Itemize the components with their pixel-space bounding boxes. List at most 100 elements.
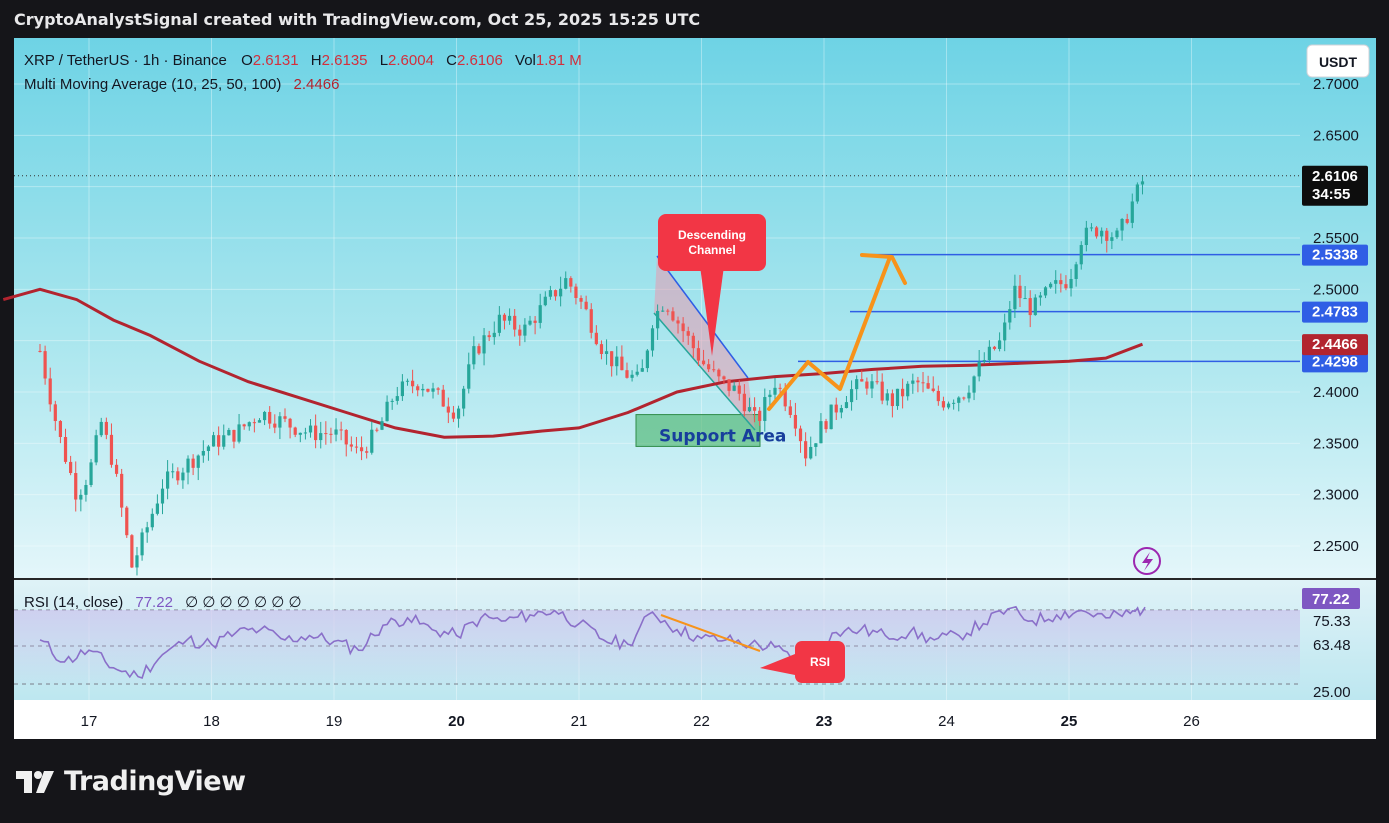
candle-body	[492, 332, 496, 338]
candle-body	[518, 329, 522, 336]
candle-body	[416, 386, 420, 391]
candle-body	[1135, 184, 1139, 202]
candle-body	[921, 382, 925, 384]
legend-low-value: 2.6004	[388, 52, 434, 69]
candle-body	[875, 381, 879, 383]
candle-body	[574, 286, 578, 298]
time-tick-label: 25	[1061, 713, 1078, 730]
candle-body	[456, 408, 461, 419]
candle-body	[548, 290, 553, 297]
projection-arrow[interactable]	[767, 255, 892, 411]
candle-body	[477, 346, 481, 354]
rsi-legend-value: 77.22	[135, 594, 173, 611]
candle-body	[926, 383, 930, 389]
candle-body	[84, 485, 88, 495]
candle-body	[880, 381, 884, 401]
time-tick-label: 20	[448, 713, 465, 730]
candle-body	[946, 403, 951, 408]
candle-body	[303, 432, 308, 434]
price-tick-label: 2.5000	[1313, 281, 1359, 298]
candle-body	[763, 397, 767, 421]
descending-channel-upper-line[interactable]	[656, 255, 749, 379]
candle-body	[390, 400, 394, 402]
candle-body	[400, 381, 404, 397]
tradingview-logo[interactable]: TradingView	[16, 766, 246, 797]
lightning-icon[interactable]	[1133, 547, 1161, 575]
candle-body	[339, 429, 343, 431]
descending-channel-callout[interactable]: Descending Channel	[658, 214, 766, 356]
candle-body	[130, 535, 134, 568]
candle-body	[895, 388, 900, 407]
support-area-zone	[635, 414, 761, 447]
candle-body	[528, 320, 532, 325]
candle-body	[997, 340, 1002, 349]
candle-body	[870, 381, 874, 389]
candle-body	[783, 388, 787, 407]
price-tick-label: 2.3500	[1313, 435, 1359, 452]
candle-body	[166, 471, 170, 489]
rsi-callout-box	[795, 641, 845, 683]
candle-body	[74, 473, 78, 500]
candle-body	[564, 278, 568, 289]
moving-average-line[interactable]	[2, 287, 1144, 439]
candle-body	[768, 394, 772, 398]
candle-body	[890, 393, 894, 407]
candle-body	[114, 464, 119, 474]
candle-body	[94, 435, 98, 463]
candle-body	[1074, 264, 1078, 279]
candle-body	[171, 471, 175, 473]
tradingview-logo-icon	[16, 770, 54, 793]
candle-body	[155, 503, 159, 514]
svg-text:RSI (14, close) 77.22: RSI (14, close) 77.22 ∅ ∅ ∅ ∅ ∅ ∅ ∅	[24, 594, 302, 611]
price-axis-ticks[interactable]: 2.7000 2.6500 2.5500 2.5000 2.4000 2.3500 2.30…	[1313, 76, 1359, 555]
candlestick-series[interactable]	[38, 176, 1145, 576]
candle-body	[206, 446, 211, 451]
candle-body	[1049, 283, 1053, 288]
candle-body	[855, 379, 859, 390]
candle-body	[370, 429, 374, 453]
rsi-axis-ticks: 77.22 75.33 63.48 25.00	[1302, 588, 1360, 701]
candle-body	[446, 406, 450, 413]
candle-body	[676, 320, 680, 324]
rsi-divergence-line[interactable]	[660, 614, 761, 652]
chart-credit-header: CryptoAnalystSignal created with Trading…	[14, 10, 701, 29]
candle-body	[788, 406, 792, 415]
candle-body	[411, 380, 415, 387]
candle-body	[957, 397, 961, 403]
rsi-line[interactable]	[39, 605, 1146, 680]
candle-body	[972, 376, 976, 393]
candle-body	[99, 421, 103, 436]
candle-body	[717, 369, 721, 377]
rsi-legend[interactable]: RSI (14, close) 77.22 ∅ ∅ ∅ ∅ ∅ ∅ ∅	[24, 594, 302, 611]
candle-body	[1003, 322, 1007, 341]
candle-body	[1094, 227, 1099, 237]
rsi-current-text: 77.22	[1312, 591, 1350, 608]
currency-button[interactable]: USDT	[1306, 44, 1370, 78]
candle-body	[385, 401, 389, 422]
candle-body	[1140, 181, 1145, 185]
candle-body	[1084, 227, 1088, 246]
time-axis-labels[interactable]: 17 18 19 20 21 22 23 24 25 26	[81, 713, 1200, 730]
support-area-label: Support Area	[659, 426, 786, 446]
candle-body	[594, 332, 598, 345]
candle-body	[686, 331, 690, 336]
candle-body	[742, 393, 746, 412]
callout-text-line-1: Descending	[678, 228, 746, 242]
level-badge-text: 2.4298	[1312, 353, 1358, 370]
candle-body	[262, 411, 267, 421]
candle-body	[359, 447, 364, 452]
legend-open-value: 2.6131	[253, 52, 299, 69]
price-tick-label: 2.3000	[1313, 487, 1359, 504]
candle-body	[819, 421, 823, 444]
candle-body	[232, 429, 236, 442]
rsi-callout[interactable]: RSI	[760, 641, 845, 683]
descending-channel-lower-line[interactable]	[653, 312, 756, 431]
candle-body	[237, 424, 241, 442]
candle-body	[1069, 278, 1073, 289]
last-price-badge-text: 34:55	[1312, 186, 1350, 203]
candle-body	[798, 428, 803, 442]
symbol-legend[interactable]: XRP / TetherUS · 1h · Binance O2.6131 H2…	[24, 52, 582, 93]
candle-body	[1110, 237, 1114, 241]
rsi-callout-text: RSI	[810, 655, 830, 669]
